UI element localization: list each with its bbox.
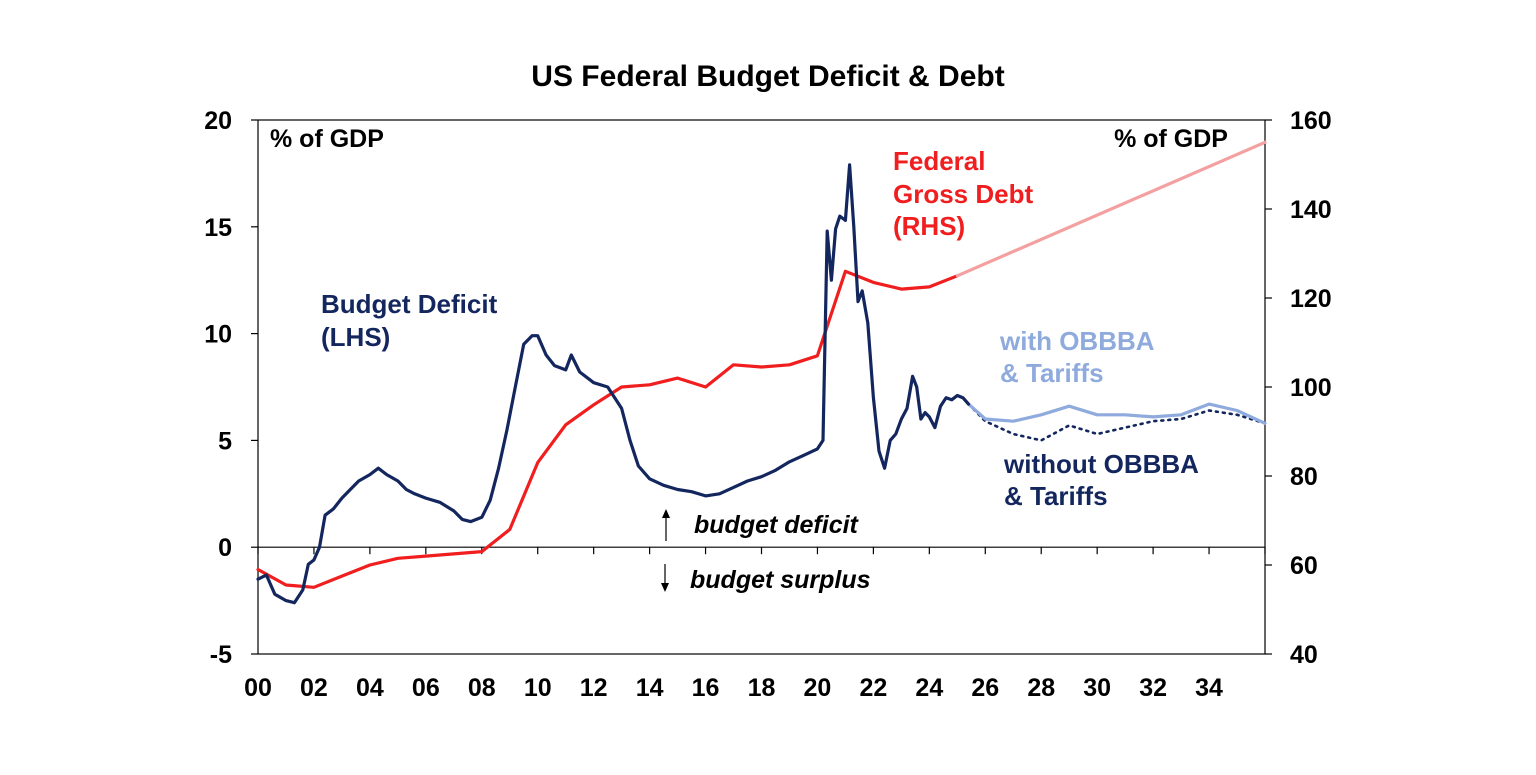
chart-title: US Federal Budget Deficit & Debt <box>531 60 1004 93</box>
budget-deficit-label: Budget Deficit (LHS) <box>321 289 504 352</box>
right-y-tick-label: 100 <box>1290 374 1332 402</box>
budget-surplus-note: budget surplus <box>690 566 871 594</box>
with-obbba-label-line2: & Tariffs <box>1000 358 1104 388</box>
x-tick-label: 16 <box>692 674 720 702</box>
right-y-tick-label: 160 <box>1290 107 1332 135</box>
left-y-tick-label: 10 <box>204 321 232 349</box>
annotations: Budget Deficit (LHS) Federal Gross Debt … <box>321 146 1205 594</box>
federal-debt-line <box>256 269 959 589</box>
x-tick-label: 06 <box>412 674 440 702</box>
budget-deficit-line <box>256 163 971 605</box>
federal-debt-label: Federal Gross Debt (RHS) <box>893 146 1040 241</box>
x-tick-label: 12 <box>580 674 608 702</box>
federal-debt-label-line1: Federal <box>893 146 986 176</box>
budget-deficit-label-line2: (LHS) <box>321 322 390 352</box>
left-y-tick-label: 15 <box>204 214 232 242</box>
right-axis-unit-label: % of GDP <box>1114 125 1228 153</box>
left-y-tick-label: 5 <box>218 427 232 455</box>
x-tick-label: 18 <box>748 674 776 702</box>
right-y-tick-label: 80 <box>1290 463 1318 491</box>
right-y-tick-label: 120 <box>1290 285 1332 313</box>
without-obbba-label-line1: without OBBBA <box>1003 449 1199 479</box>
with-obbba-line <box>966 402 1267 425</box>
x-tick-label: 00 <box>244 674 272 702</box>
with-obbba-label-line1: with OBBBA <box>999 326 1155 356</box>
x-tick-label: 08 <box>468 674 496 702</box>
left-axis-unit-label: % of GDP <box>270 125 384 153</box>
x-tick-label: 30 <box>1083 674 1111 702</box>
with-obbba-label: with OBBBA & Tariffs <box>999 326 1161 388</box>
x-tick-label: 28 <box>1027 674 1055 702</box>
left-y-tick-label: -5 <box>210 641 232 669</box>
x-tick-label: 32 <box>1139 674 1167 702</box>
federal-debt-label-line2: Gross Debt <box>893 179 1033 209</box>
budget-deficit-label-line1: Budget Deficit <box>321 289 498 319</box>
x-tick-label: 04 <box>356 674 384 702</box>
up-arrow-icon <box>662 509 670 541</box>
x-tick-label: 24 <box>915 674 943 702</box>
left-y-tick-label: 0 <box>218 534 232 562</box>
left-y-tick-label: 20 <box>204 107 232 135</box>
x-tick-label: 10 <box>524 674 552 702</box>
series-lines <box>256 140 1267 605</box>
right-y-tick-label: 140 <box>1290 196 1332 224</box>
axis-ticks: 00 02 04 06 08 10 12 14 16 18 20 22 24 26 28 30 32 34 -5 0 5… <box>204 107 1332 702</box>
right-y-tick-label: 40 <box>1290 641 1318 669</box>
federal-debt-projection-line <box>955 140 1267 278</box>
without-obbba-label: without OBBBA & Tariffs <box>1003 449 1205 511</box>
right-y-tick-label: 60 <box>1290 552 1318 580</box>
x-tick-label: 14 <box>636 674 664 702</box>
down-arrow-icon <box>661 564 669 592</box>
x-tick-label: 26 <box>971 674 999 702</box>
x-tick-label: 34 <box>1195 674 1223 702</box>
federal-debt-label-line3: (RHS) <box>893 211 965 241</box>
x-tick-label: 22 <box>859 674 887 702</box>
x-tick-label: 20 <box>804 674 832 702</box>
budget-deficit-note: budget deficit <box>694 511 860 539</box>
without-obbba-label-line2: & Tariffs <box>1004 481 1108 511</box>
without-obbba-line <box>967 402 1267 442</box>
x-tick-label: 02 <box>300 674 328 702</box>
